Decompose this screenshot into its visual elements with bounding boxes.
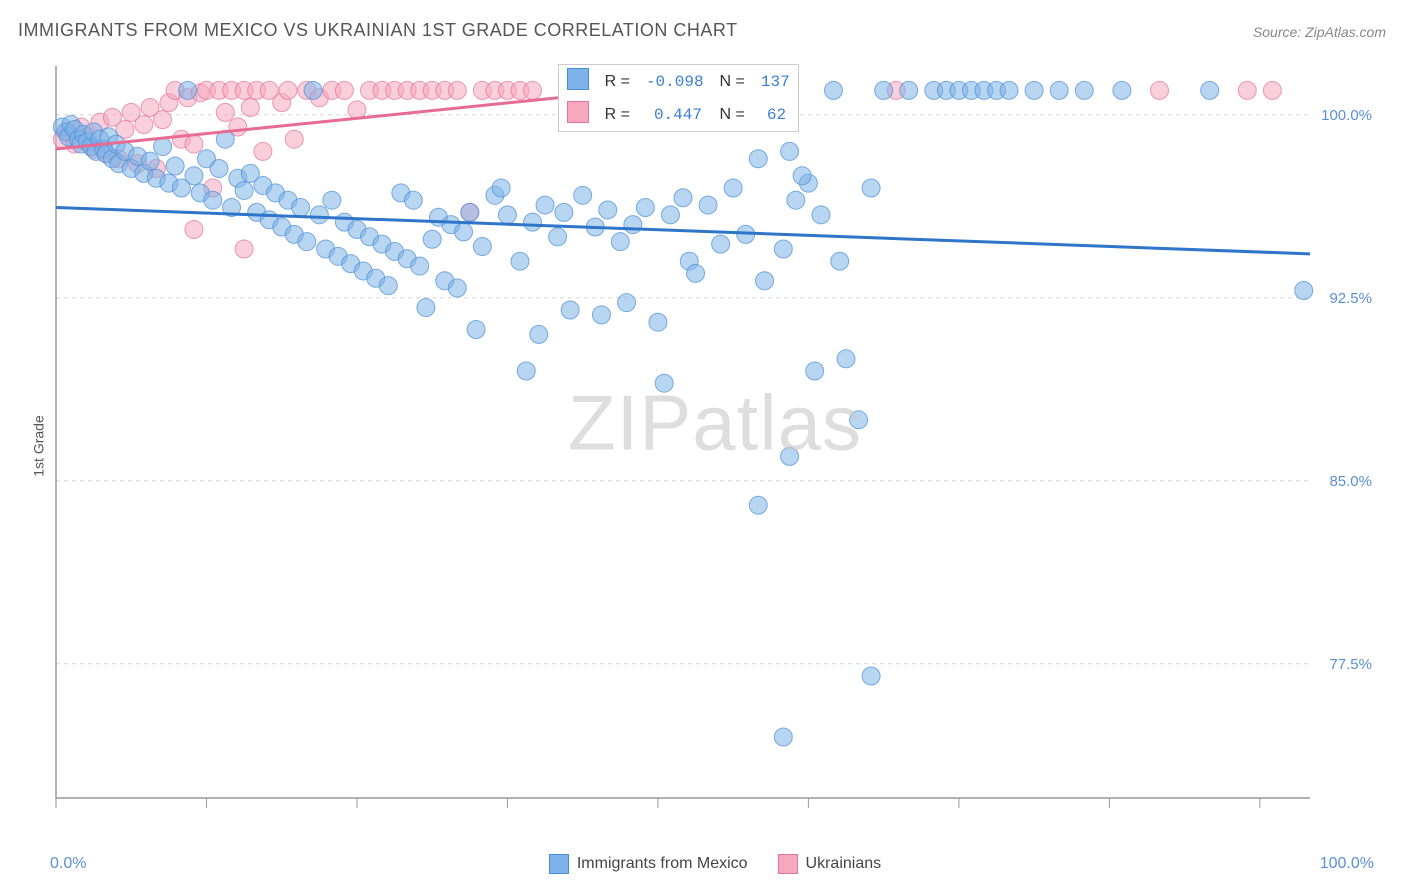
- chart-title: IMMIGRANTS FROM MEXICO VS UKRAINIAN 1ST …: [18, 20, 738, 41]
- legend-item-series1: Immigrants from Mexico: [549, 854, 748, 874]
- correlation-stats-box: R = -0.098 N = 137 R = 0.447 N = 62: [558, 64, 799, 132]
- svg-text:100.0%: 100.0%: [1321, 107, 1372, 124]
- svg-text:77.5%: 77.5%: [1329, 656, 1372, 673]
- series1-n-value: 137: [753, 65, 798, 98]
- legend-swatch-series1: [549, 854, 569, 874]
- n-label: N =: [712, 65, 753, 98]
- series1-r-value: -0.098: [638, 65, 712, 98]
- r-label: R =: [597, 98, 638, 131]
- legend-label-series2: Ukrainians: [806, 855, 882, 873]
- source-attribution: Source: ZipAtlas.com: [1253, 24, 1386, 40]
- series2-r-value: 0.447: [638, 98, 712, 131]
- x-axis-min-label: 0.0%: [50, 855, 86, 873]
- legend-swatch-series2: [778, 854, 798, 874]
- legend-label-series1: Immigrants from Mexico: [577, 855, 748, 873]
- legend-item-series2: Ukrainians: [778, 854, 882, 874]
- series2-swatch: [567, 101, 589, 123]
- svg-text:85.0%: 85.0%: [1329, 473, 1372, 490]
- series1-swatch: [567, 68, 589, 90]
- chart-area: 100.0%92.5%85.0%77.5% ZIPatlas R = -0.09…: [50, 58, 1380, 818]
- r-label: R =: [597, 65, 638, 98]
- y-axis-label: 1st Grade: [31, 415, 47, 476]
- x-axis-legend-row: 0.0% Immigrants from Mexico Ukrainians 1…: [50, 854, 1380, 874]
- x-axis-max-label: 100.0%: [1320, 855, 1374, 873]
- stat-row-series1: R = -0.098 N = 137: [559, 65, 798, 98]
- series2-n-value: 62: [753, 98, 798, 131]
- n-label: N =: [712, 98, 753, 131]
- stat-row-series2: R = 0.447 N = 62: [559, 98, 798, 131]
- svg-text:92.5%: 92.5%: [1329, 290, 1372, 307]
- scatter-plot-svg: 100.0% 92.5% 85.0% 77.5%: [50, 58, 1380, 818]
